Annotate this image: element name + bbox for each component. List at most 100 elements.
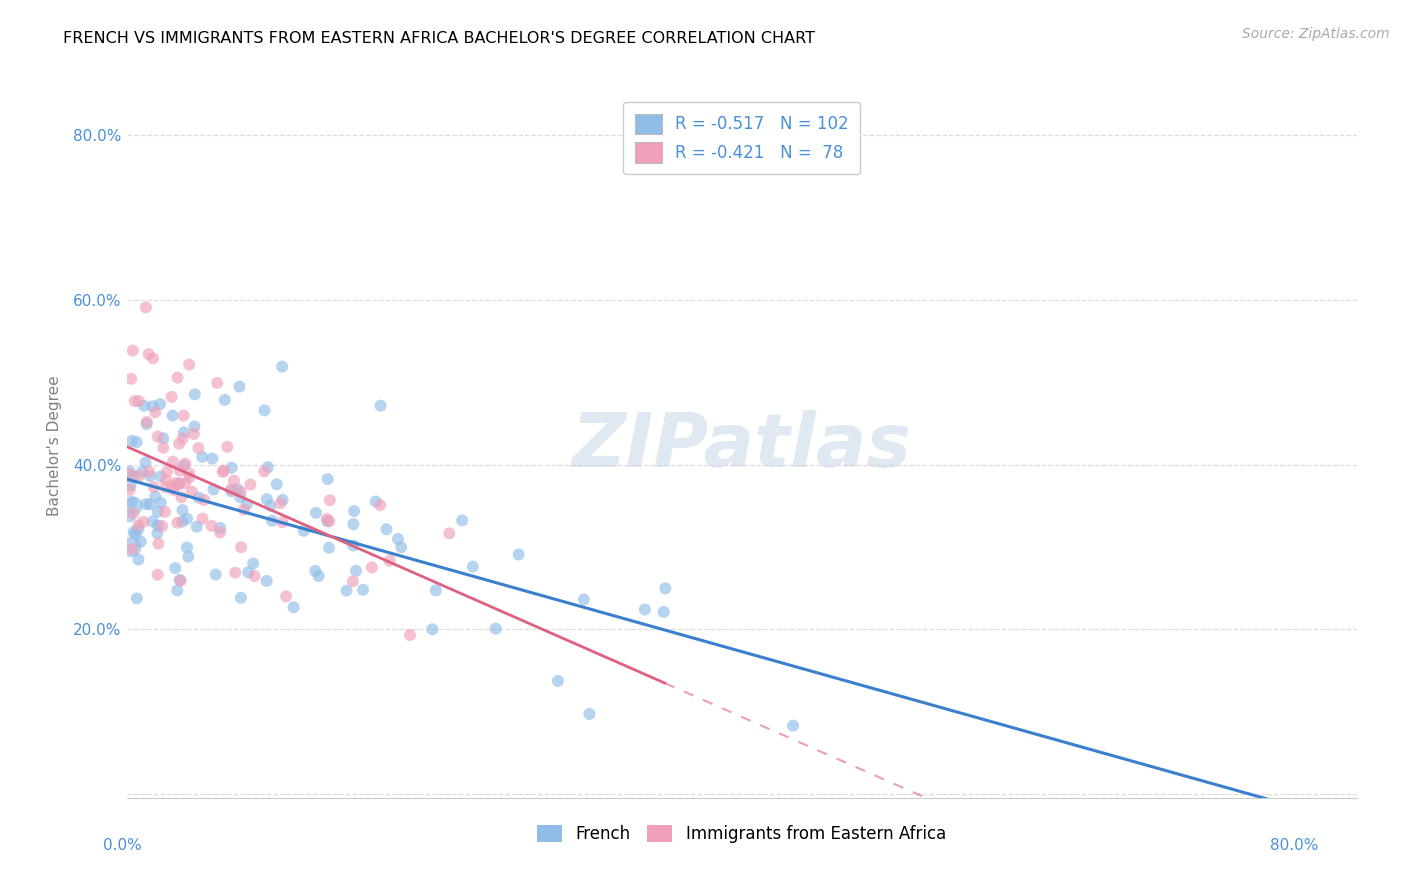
Text: ZIPatlas: ZIPatlas [572,409,911,483]
Point [165,561,187,575]
Point [146,429,169,443]
Point [166,583,188,598]
Point [149,397,172,411]
Point [572,592,595,607]
Point [243,569,266,583]
Point [439,526,461,541]
Point [122,470,145,484]
Point [184,387,207,401]
Point [214,392,236,407]
Point [169,476,191,491]
Point [155,473,177,487]
Point [172,515,194,529]
Point [420,622,443,636]
Point [179,358,201,372]
Point [253,465,276,479]
Point [271,359,294,374]
Point [165,476,187,491]
Point [209,521,232,535]
Point [124,394,146,409]
Point [176,511,198,525]
Text: FRENCH VS IMMIGRANTS FROM EASTERN AFRICA BACHELOR'S DEGREE CORRELATION CHART: FRENCH VS IMMIGRANTS FROM EASTERN AFRICA… [63,31,815,46]
Point [451,513,474,527]
Point [316,514,339,528]
Point [174,457,197,471]
Point [152,441,174,455]
Point [162,409,184,423]
Point [138,497,160,511]
Point [201,451,224,466]
Point [193,493,215,508]
Point [128,394,150,409]
Point [149,469,172,483]
Point [361,560,384,574]
Point [174,476,197,491]
Point [239,477,262,491]
Point [160,479,183,493]
Point [177,549,200,564]
Point [229,591,252,605]
Point [134,455,156,469]
Point [399,628,422,642]
Point [229,490,252,504]
Point [238,566,260,580]
Point [176,541,198,555]
Point [166,370,188,384]
Point [125,435,148,450]
Point [142,351,165,366]
Point [202,483,225,497]
Point [166,516,188,530]
Point [150,519,173,533]
Point [211,465,233,479]
Point [146,526,169,541]
Point [269,496,291,510]
Point [169,464,191,478]
Point [122,507,145,521]
Point [127,522,149,536]
Point [578,706,600,721]
Y-axis label: Bachelor's Degree: Bachelor's Degree [46,376,62,516]
Point [138,465,160,479]
Point [652,605,675,619]
Point [127,552,149,566]
Point [156,465,179,479]
Point [425,583,447,598]
Point [271,515,294,529]
Point [121,541,143,556]
Point [120,478,142,492]
Point [387,532,409,546]
Point [183,419,205,434]
Point [654,582,676,596]
Point [172,503,194,517]
Point [179,467,201,481]
Point [319,493,342,508]
Point [181,484,204,499]
Point [222,474,245,488]
Point [132,515,155,529]
Point [125,527,148,541]
Point [316,512,339,526]
Point [135,497,157,511]
Point [461,559,484,574]
Point [209,525,232,540]
Point [120,540,142,554]
Point [229,540,252,554]
Point [118,483,141,497]
Legend: French, Immigrants from Eastern Africa: French, Immigrants from Eastern Africa [530,818,953,850]
Point [183,427,205,442]
Point [143,405,166,419]
Point [135,417,157,432]
Point [219,482,242,496]
Point [167,477,190,491]
Point [143,490,166,504]
Point [342,517,364,532]
Point [138,347,160,361]
Point [283,600,305,615]
Point [128,468,150,483]
Point [142,400,165,414]
Point [173,409,195,423]
Point [266,477,288,491]
Point [232,502,254,516]
Point [170,490,193,504]
Point [271,492,294,507]
